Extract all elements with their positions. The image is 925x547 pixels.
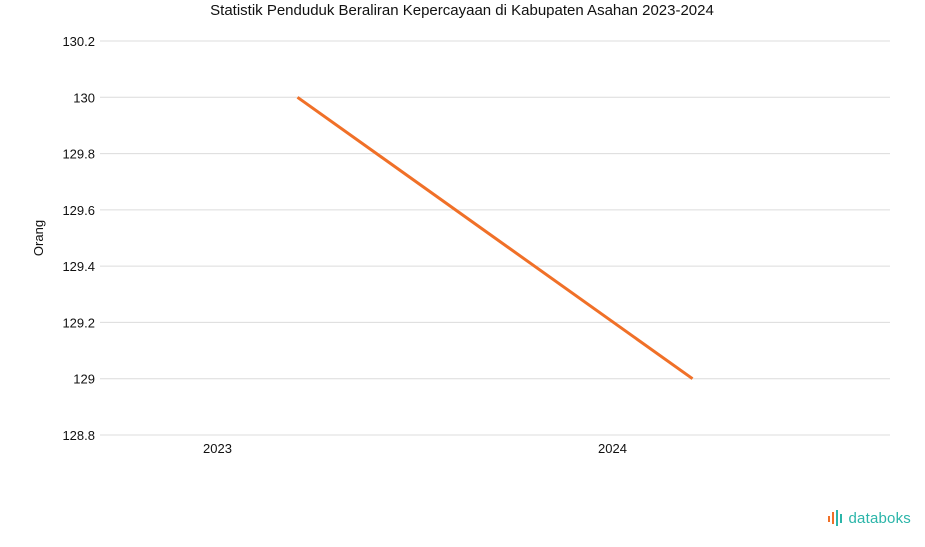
gridlines	[100, 40, 890, 436]
series-line	[296, 96, 694, 380]
y-tick-label: 129.8	[62, 147, 95, 162]
databoks-logo: databoks	[827, 509, 911, 527]
y-tick-label: 130	[73, 90, 95, 105]
y-tick-label: 130.2	[62, 34, 95, 49]
y-axis-ticks: 128.8 129 129.2 129.4 129.6 129.8 130 130.2	[62, 34, 95, 443]
x-tick-label: 2024	[598, 441, 627, 456]
y-axis-label: Orang	[31, 220, 46, 256]
y-tick-label: 128.8	[62, 428, 95, 443]
x-tick-label: 2023	[203, 441, 232, 456]
logo-text: databoks	[848, 509, 911, 527]
x-axis-ticks: 2023 2024	[203, 441, 627, 456]
y-tick-label: 129	[73, 372, 95, 387]
y-tick-label: 129.6	[62, 203, 95, 218]
chart-title: Statistik Penduduk Beraliran Kepercayaan…	[210, 2, 714, 19]
series-group	[296, 96, 694, 380]
y-tick-label: 129.2	[62, 315, 95, 330]
databoks-bars-icon	[827, 510, 842, 526]
y-tick-label: 129.4	[62, 259, 95, 274]
